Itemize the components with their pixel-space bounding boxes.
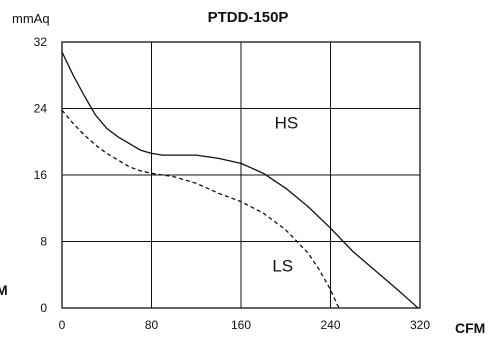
x-axis-unit: CFM <box>455 320 485 336</box>
y-tick-label-8: 8 <box>40 235 47 249</box>
x-tick-label-0: 0 <box>59 318 66 332</box>
y-tick-labels: 0 8 16 24 32 <box>34 35 48 315</box>
series-line-ls <box>61 109 340 309</box>
series-lines <box>61 51 419 309</box>
x-tick-label-320: 320 <box>410 318 430 332</box>
x-tick-labels: 0 80 160 240 320 <box>59 318 431 332</box>
y-tick-label-32: 32 <box>34 35 48 49</box>
gridlines <box>62 42 420 308</box>
x-tick-label-240: 240 <box>320 318 340 332</box>
chart-title: PTDD-150P <box>208 9 289 26</box>
series-label-ls: LS <box>272 256 293 275</box>
series-labels: HS LS <box>272 113 298 275</box>
y-tick-label-24: 24 <box>34 102 48 116</box>
y-tick-label-0: 0 <box>40 301 47 315</box>
x-tick-label-80: 80 <box>145 318 159 332</box>
x-tick-label-160: 160 <box>231 318 251 332</box>
y-tick-label-16: 16 <box>34 168 48 182</box>
series-line-hs <box>61 51 419 309</box>
series-label-hs: HS <box>275 113 299 132</box>
left-edge-label: M <box>0 282 8 298</box>
y-axis-unit: mmAq <box>12 11 50 26</box>
